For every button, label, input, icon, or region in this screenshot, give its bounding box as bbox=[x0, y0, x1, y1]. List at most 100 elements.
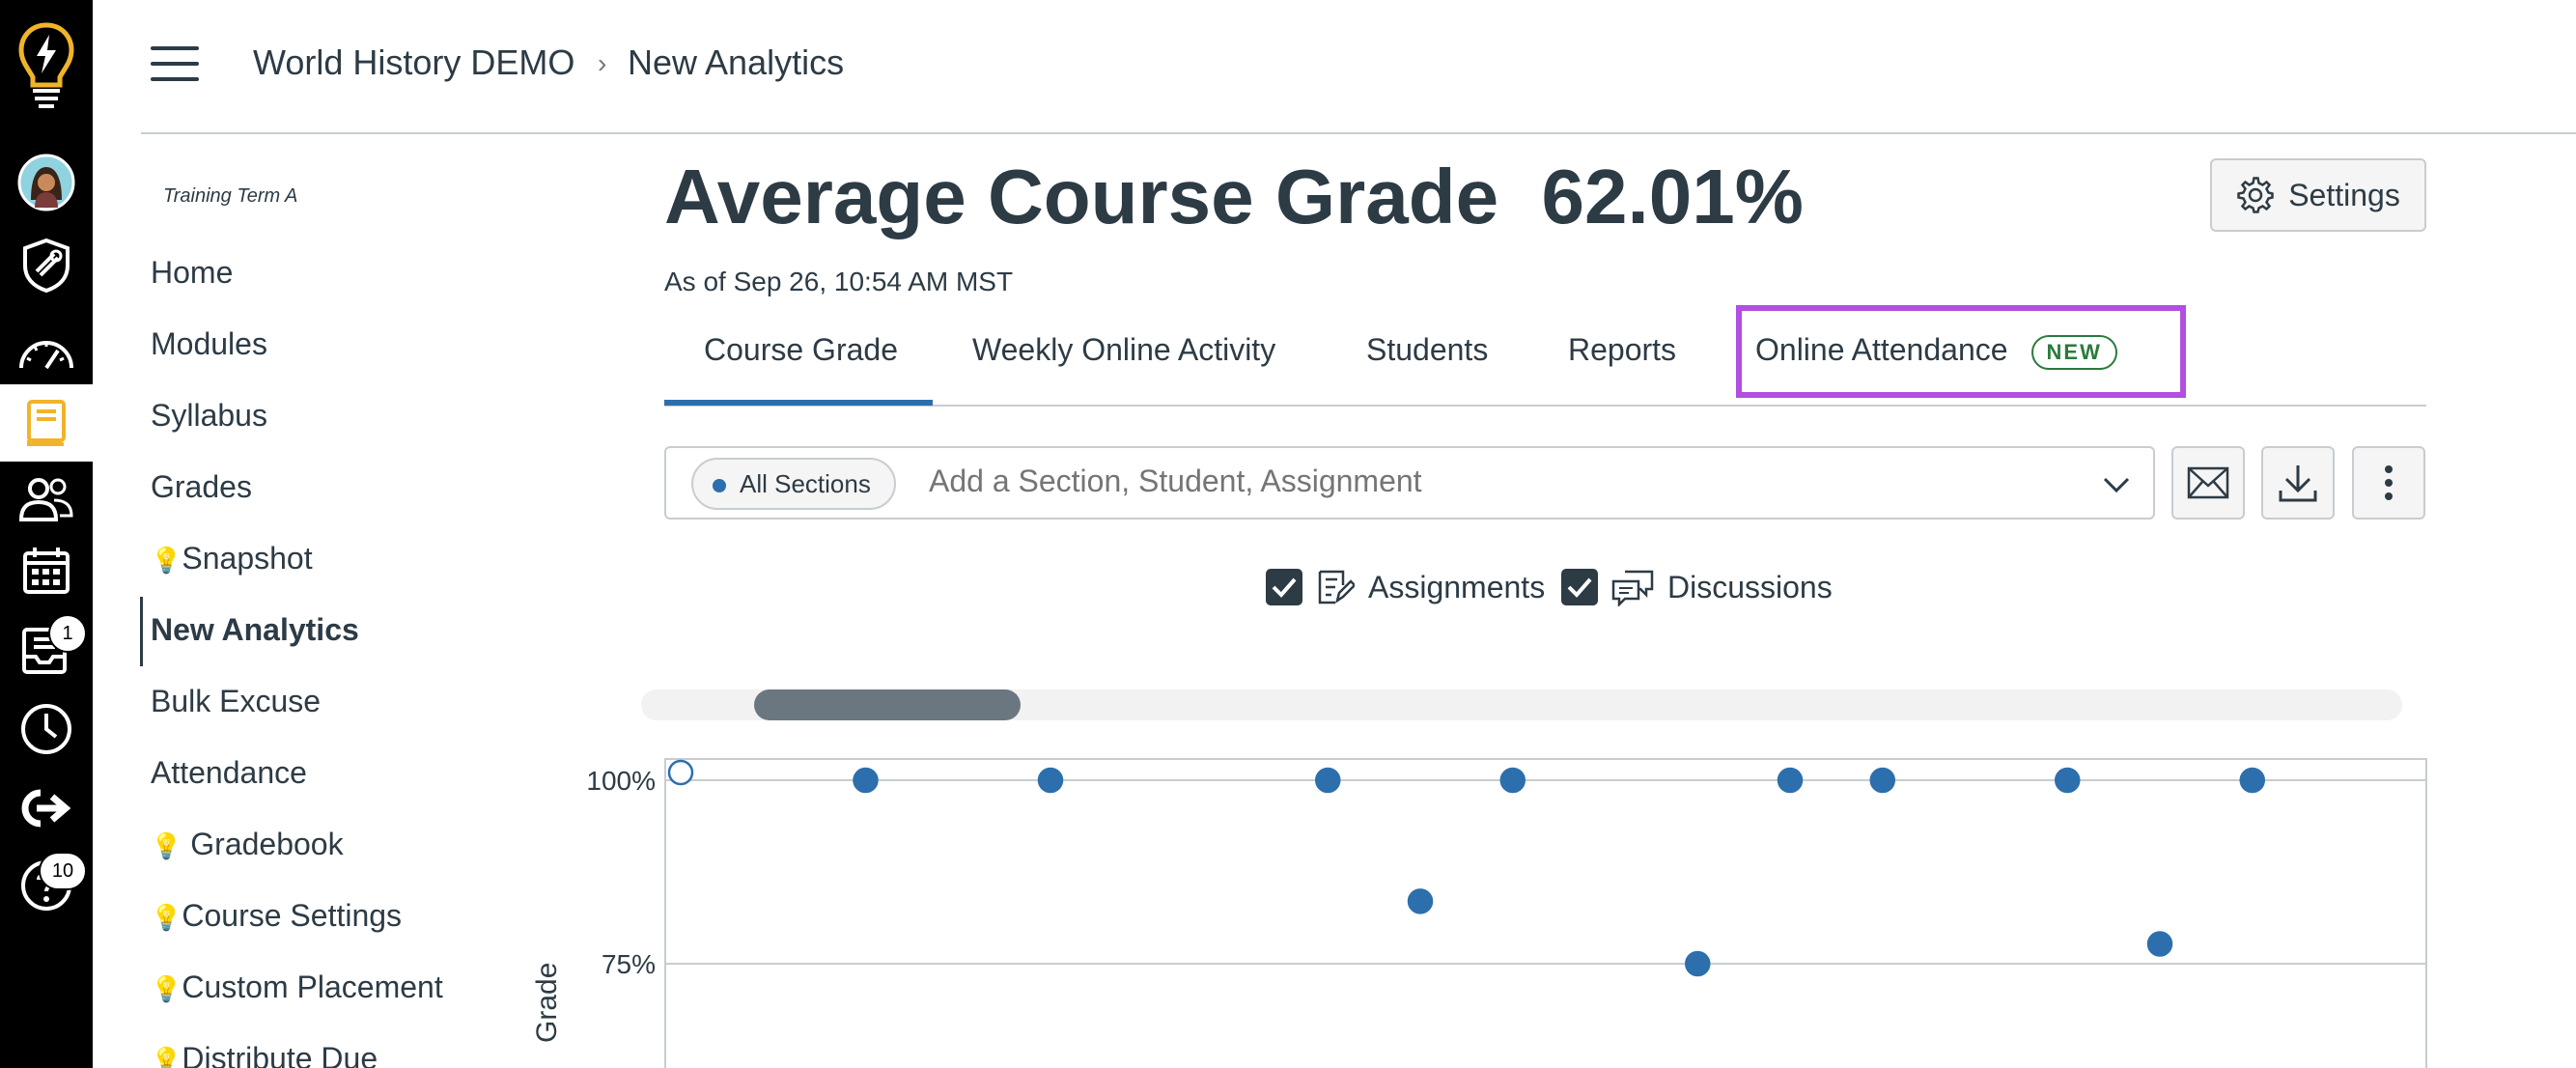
course-nav-course-settings[interactable]: 💡Course Settings bbox=[151, 898, 402, 934]
data-point[interactable] bbox=[2146, 931, 2173, 957]
course-nav-home[interactable]: Home bbox=[151, 255, 233, 291]
discussions-checkbox[interactable] bbox=[1561, 569, 1598, 605]
y-tick-label: 75% bbox=[602, 949, 656, 979]
highlight-annotation bbox=[1736, 305, 2186, 398]
course-nav-label: Syllabus bbox=[151, 398, 267, 433]
course-nav-snapshot[interactable]: 💡Snapshot bbox=[151, 541, 313, 576]
data-point[interactable] bbox=[1315, 767, 1341, 794]
data-point[interactable] bbox=[1869, 767, 1895, 794]
hamburger-line bbox=[151, 77, 199, 81]
filter-chip-all-sections[interactable]: All Sections bbox=[691, 458, 896, 510]
course-nav-attendance[interactable]: Attendance bbox=[151, 755, 307, 791]
course-nav-gradebook[interactable]: 💡 Gradebook bbox=[151, 827, 344, 862]
help-badge: 10 bbox=[39, 852, 87, 890]
new-badge: NEW bbox=[2030, 334, 2117, 370]
calendar-icon[interactable] bbox=[0, 537, 93, 604]
message-students-button[interactable] bbox=[2171, 446, 2245, 520]
admin-icon[interactable] bbox=[0, 232, 93, 299]
envelope-icon bbox=[2187, 466, 2229, 499]
more-options-button[interactable] bbox=[2352, 446, 2425, 520]
course-nav-label: New Analytics bbox=[151, 612, 359, 647]
tab-reports[interactable]: Reports bbox=[1568, 332, 1677, 367]
inbox-badge: 1 bbox=[48, 614, 87, 653]
lightbulb-icon: 💡 bbox=[151, 546, 182, 575]
account-avatar[interactable] bbox=[0, 151, 93, 214]
as-of-timestamp: As of Sep 26, 10:54 AM MST bbox=[664, 267, 1014, 296]
groups-icon[interactable] bbox=[0, 465, 93, 533]
data-point[interactable] bbox=[1407, 888, 1434, 914]
y-axis-label: Grade bbox=[531, 963, 563, 1043]
global-nav: 1 10 bbox=[0, 0, 93, 1068]
data-point[interactable] bbox=[2055, 767, 2081, 794]
breadcrumb-current-page: New Analytics bbox=[628, 42, 845, 82]
history-icon[interactable] bbox=[0, 693, 93, 765]
filter-combobox[interactable]: All Sections bbox=[664, 446, 2155, 520]
download-button[interactable] bbox=[2261, 446, 2335, 520]
data-point[interactable] bbox=[853, 767, 879, 794]
tab-weekly-online-activity[interactable]: Weekly Online Activity bbox=[972, 332, 1276, 367]
course-menu-toggle[interactable] bbox=[151, 46, 199, 81]
breadcrumb-course-link[interactable]: World History DEMO bbox=[253, 42, 575, 82]
discussion-icon bbox=[1611, 570, 1654, 606]
course-term: Training Term A bbox=[163, 185, 298, 207]
course-nav-custom-placement[interactable]: 💡Custom Placement bbox=[151, 970, 443, 1005]
course-nav-bulk-excuse[interactable]: Bulk Excuse bbox=[151, 684, 321, 719]
dashboard-icon[interactable] bbox=[0, 319, 93, 386]
active-tab-indicator bbox=[664, 400, 933, 406]
assignments-label: Assignments bbox=[1368, 569, 1546, 604]
course-nav-modules[interactable]: Modules bbox=[151, 326, 267, 362]
course-nav-label: Modules bbox=[151, 326, 267, 361]
data-point[interactable] bbox=[1037, 767, 1064, 794]
gear-icon bbox=[2237, 177, 2274, 213]
data-point-layer bbox=[667, 759, 2265, 977]
tab-online-attendance[interactable]: Online Attendance NEW bbox=[1755, 332, 2117, 370]
course-nav-label: Snapshot bbox=[182, 541, 313, 576]
course-nav-new-analytics[interactable]: New Analytics bbox=[151, 612, 359, 648]
settings-label: Settings bbox=[2288, 177, 2400, 212]
course-nav-label: Course Settings bbox=[182, 898, 403, 933]
grade-scatter-chart: 100% 75% Grade bbox=[531, 758, 2427, 1068]
y-tick-label: 100% bbox=[586, 766, 656, 796]
checkmark-icon bbox=[1272, 577, 1297, 598]
course-nav-label: Grades bbox=[151, 469, 252, 504]
filter-search-input[interactable] bbox=[929, 464, 2068, 499]
logo-icon[interactable] bbox=[0, 17, 93, 114]
course-nav-grades[interactable]: Grades bbox=[151, 469, 252, 505]
lightbulb-icon: 💡 bbox=[151, 1046, 182, 1068]
breadcrumb-separator: › bbox=[598, 48, 607, 78]
lightbulb-icon: 💡 bbox=[151, 831, 182, 860]
course-nav-syllabus[interactable]: Syllabus bbox=[151, 398, 267, 434]
tab-students[interactable]: Students bbox=[1366, 332, 1489, 367]
data-point[interactable] bbox=[2239, 767, 2265, 794]
grid-layer bbox=[665, 779, 2426, 965]
tab-course-grade[interactable]: Course Grade bbox=[704, 332, 898, 367]
kebab-menu-icon bbox=[2385, 465, 2393, 500]
hamburger-line bbox=[151, 62, 199, 66]
data-point[interactable] bbox=[1685, 950, 1711, 977]
data-point[interactable] bbox=[667, 759, 694, 786]
data-point[interactable] bbox=[1499, 767, 1526, 794]
course-nav-label: Bulk Excuse bbox=[151, 684, 322, 718]
chevron-down-icon[interactable] bbox=[2101, 469, 2132, 500]
hamburger-line bbox=[151, 46, 199, 50]
assignment-icon bbox=[1318, 570, 1355, 604]
page-title: Average Course Grade 62.01% bbox=[664, 153, 1804, 241]
plot-frame bbox=[664, 758, 2427, 1068]
lightbulb-icon: 💡 bbox=[151, 974, 182, 1003]
course-nav-distribute-due[interactable]: 💡Distribute Due bbox=[151, 1041, 378, 1068]
course-nav-label: Home bbox=[151, 255, 234, 290]
checkmark-icon bbox=[1567, 577, 1592, 598]
lightbulb-icon: 💡 bbox=[151, 903, 182, 932]
header-divider bbox=[141, 132, 2576, 134]
course-nav-active-indicator bbox=[140, 597, 143, 666]
y-tick-layer: 100% 75% bbox=[586, 766, 656, 979]
courses-icon[interactable] bbox=[0, 384, 93, 462]
commons-icon[interactable] bbox=[0, 773, 93, 844]
data-point[interactable] bbox=[1777, 767, 1804, 794]
assignments-checkbox[interactable] bbox=[1266, 569, 1302, 605]
discussions-toggle[interactable]: Discussions bbox=[1561, 568, 1833, 606]
assignments-toggle[interactable]: Assignments bbox=[1266, 568, 1545, 606]
chart-scroll-thumb[interactable] bbox=[754, 689, 1021, 720]
settings-button[interactable]: Settings bbox=[2210, 158, 2426, 232]
course-nav-label: Attendance bbox=[151, 755, 307, 790]
